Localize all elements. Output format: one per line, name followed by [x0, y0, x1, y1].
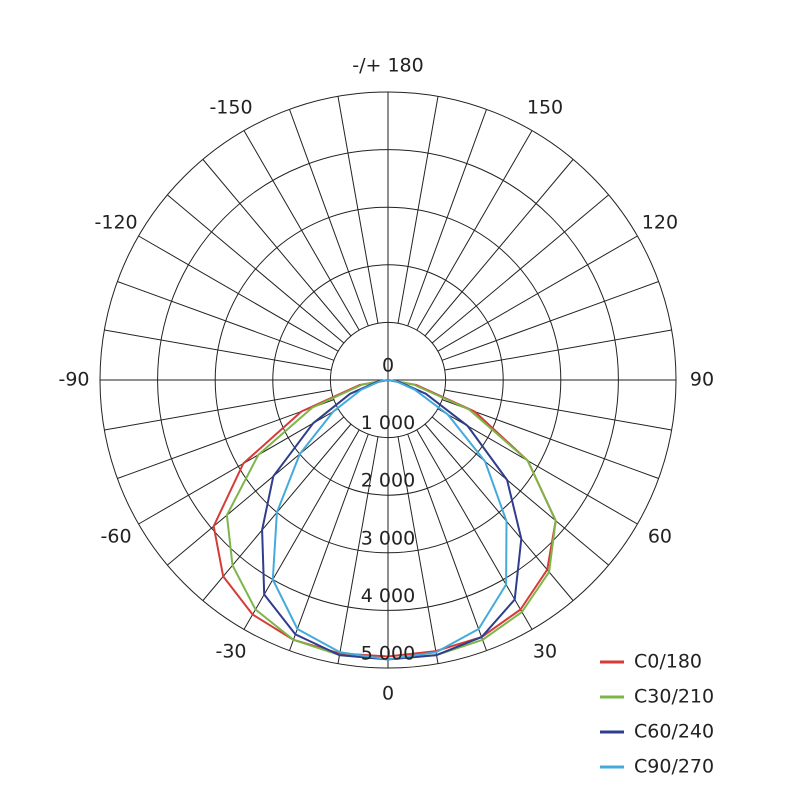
circle-grid-line — [329, 321, 447, 439]
legend-label: C30/210 — [634, 686, 714, 708]
legend-label: C60/240 — [634, 721, 714, 743]
angle-tick-label: 30 — [533, 640, 557, 662]
angle-tick-label: -90 — [58, 369, 89, 391]
radial-tick-label: 0 — [382, 355, 394, 377]
angle-tick-label: -30 — [215, 640, 246, 662]
radial-tick-label: 4 000 — [361, 585, 415, 607]
radial-tick-label: 3 000 — [361, 527, 415, 549]
legend-label: C90/270 — [634, 756, 714, 778]
legend-label: C0/180 — [634, 651, 702, 673]
angle-tick-label: -/+ 180 — [352, 55, 423, 77]
radial-tick-label: 1 000 — [361, 412, 415, 434]
angle-tick-label: 120 — [642, 212, 678, 234]
circle-grid-line — [99, 91, 677, 669]
series-line — [271, 379, 508, 661]
angle-tick-label: 150 — [527, 97, 563, 119]
angle-tick-label: 90 — [690, 369, 714, 391]
circle-grid-line — [272, 264, 504, 496]
circle-grid-line — [214, 206, 562, 554]
radial-tick-label: 5 000 — [361, 643, 415, 665]
radial-tick-label: 2 000 — [361, 470, 415, 492]
angle-tick-label: -60 — [101, 526, 132, 548]
angle-tick-label: -120 — [95, 212, 138, 234]
circle-grid-line — [157, 149, 619, 611]
angle-tick-label: 60 — [648, 526, 672, 548]
angle-tick-label: 0 — [382, 683, 394, 705]
angle-tick-label: -150 — [209, 97, 252, 119]
